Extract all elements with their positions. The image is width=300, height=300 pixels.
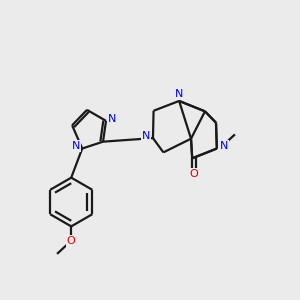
Text: N: N	[71, 141, 80, 151]
Text: N: N	[142, 131, 150, 141]
Text: O: O	[190, 169, 198, 179]
Text: N: N	[220, 141, 228, 151]
Text: O: O	[67, 236, 76, 246]
Text: N: N	[175, 89, 183, 99]
Text: N: N	[108, 114, 117, 124]
